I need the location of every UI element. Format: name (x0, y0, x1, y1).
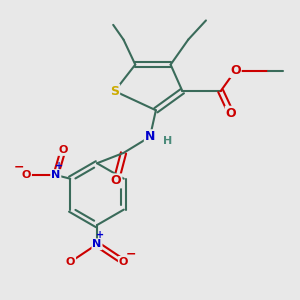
Text: O: O (66, 257, 75, 267)
Text: +: + (55, 161, 63, 171)
Text: +: + (97, 230, 105, 240)
Text: O: O (58, 145, 68, 155)
Text: H: H (163, 136, 172, 146)
Text: O: O (119, 257, 128, 267)
Text: N: N (51, 170, 60, 180)
Text: −: − (126, 247, 136, 260)
Text: O: O (111, 174, 122, 188)
Text: N: N (92, 239, 102, 249)
Text: N: N (145, 130, 155, 143)
Text: S: S (110, 85, 119, 98)
Text: O: O (226, 107, 236, 120)
Text: O: O (22, 170, 31, 180)
Text: −: − (14, 160, 24, 173)
Text: O: O (230, 64, 241, 77)
